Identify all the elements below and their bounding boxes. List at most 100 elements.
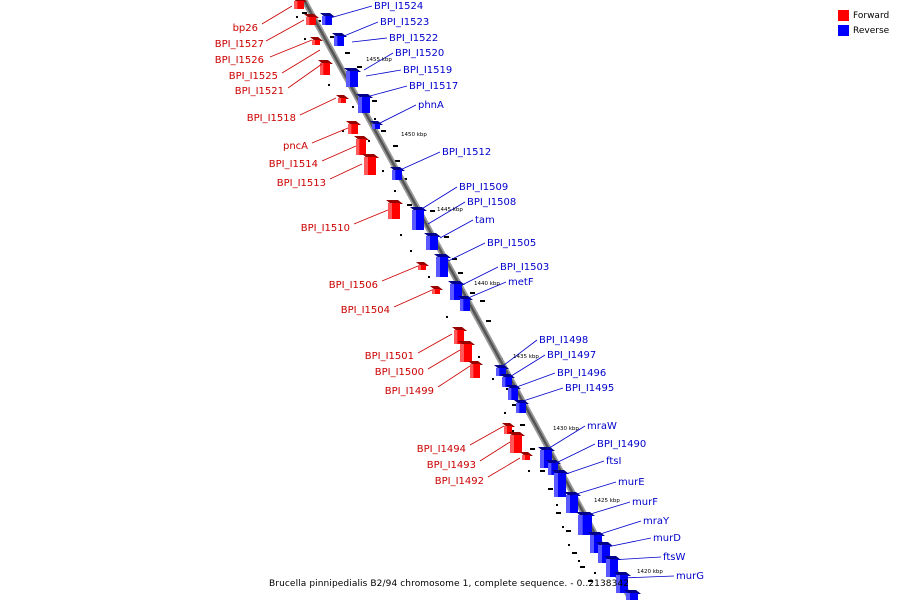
gene-label[interactable]: ftsW: [663, 552, 685, 563]
gene-label[interactable]: BPI_I1498: [539, 335, 588, 346]
forward-gene[interactable]: [318, 60, 333, 75]
gene-label[interactable]: BPI_I1517: [409, 81, 458, 92]
forward-gene[interactable]: [304, 14, 319, 25]
forward-gene[interactable]: [292, 0, 307, 9]
gene-label[interactable]: BPI_I1523: [380, 17, 429, 28]
reverse-gene[interactable]: [546, 460, 561, 475]
leader-line: [459, 266, 499, 287]
reverse-gene[interactable]: [624, 590, 641, 600]
gene-label[interactable]: BPI_I1493: [427, 460, 476, 471]
gene-label[interactable]: BPI_I1504: [341, 305, 390, 316]
gene-label[interactable]: BPI_I1518: [247, 113, 296, 124]
forward-gene[interactable]: [336, 95, 349, 103]
gene-label[interactable]: BPI_I1494: [417, 444, 466, 455]
gene-label[interactable]: BPI_I1503: [500, 262, 549, 273]
tick-label: 1445 kbp: [437, 207, 463, 213]
gene-label[interactable]: BPI_I1526: [215, 55, 264, 66]
forward-gene[interactable]: [502, 423, 515, 434]
gene-label[interactable]: BPI_I1519: [403, 65, 452, 76]
legend-forward: Forward: [838, 8, 889, 23]
gene-label[interactable]: BPI_I1514: [269, 159, 318, 170]
tick-dot: [504, 412, 506, 414]
gene-body: [510, 435, 522, 453]
gene-label[interactable]: mraW: [587, 421, 617, 432]
gene-body: [436, 257, 448, 277]
gene-label[interactable]: ftsI: [606, 456, 621, 467]
gene-label[interactable]: BPI_I1521: [235, 86, 284, 97]
gene-label[interactable]: murE: [618, 477, 645, 488]
gene-label[interactable]: murG: [676, 571, 704, 582]
reverse-gene[interactable]: [596, 542, 613, 563]
tick-mark: [345, 52, 350, 54]
gene-label[interactable]: BPI_I1506: [329, 280, 378, 291]
forward-gene[interactable]: [354, 136, 369, 155]
gene-label[interactable]: BPI_I1499: [385, 386, 434, 397]
gene-label[interactable]: BPI_I1490: [597, 439, 646, 450]
gene-highlight: [432, 289, 435, 294]
gene-label[interactable]: pncA: [283, 141, 308, 152]
gene-label[interactable]: BPI_I1510: [301, 223, 350, 234]
forward-gene[interactable]: [386, 200, 403, 219]
reverse-gene[interactable]: [390, 167, 405, 180]
forward-gene[interactable]: [416, 262, 429, 270]
reverse-gene[interactable]: [506, 385, 521, 400]
reverse-gene[interactable]: [458, 296, 473, 311]
forward-gene[interactable]: [310, 37, 323, 45]
reverse-gene[interactable]: [424, 233, 441, 250]
forward-gene[interactable]: [508, 432, 525, 453]
gene-label[interactable]: BPI_I1508: [467, 197, 516, 208]
gene-label[interactable]: murF: [632, 497, 658, 508]
gene-label[interactable]: BPI_I1527: [215, 39, 264, 50]
gene-label[interactable]: BPI_I1501: [365, 351, 414, 362]
gene-label[interactable]: tam: [475, 215, 495, 226]
leader-line: [261, 5, 293, 25]
reverse-gene[interactable]: [564, 492, 581, 513]
reverse-gene[interactable]: [576, 512, 595, 535]
reverse-gene[interactable]: [320, 13, 335, 25]
gene-body: [578, 515, 592, 535]
forward-gene[interactable]: [468, 361, 483, 378]
forward-gene[interactable]: [452, 327, 467, 344]
leader-line: [287, 63, 323, 89]
forward-gene[interactable]: [346, 121, 361, 134]
reverse-gene[interactable]: [344, 68, 361, 87]
gene-label[interactable]: murD: [653, 533, 681, 544]
gene-body: [358, 97, 370, 113]
gene-label[interactable]: BPI_I1505: [487, 238, 536, 249]
gene-label[interactable]: metF: [508, 277, 534, 288]
gene-label[interactable]: BPI_I1495: [565, 383, 614, 394]
gene-label[interactable]: bp26: [233, 23, 258, 34]
tick-mark: [470, 292, 475, 294]
tick-mark: [512, 404, 517, 406]
gene-label[interactable]: BPI_I1520: [395, 48, 444, 59]
reverse-gene[interactable]: [514, 400, 529, 413]
gene-label[interactable]: BPI_I1522: [389, 33, 438, 44]
gene-label[interactable]: BPI_I1496: [557, 368, 606, 379]
gene-label[interactable]: BPI_I1513: [277, 178, 326, 189]
gene-label[interactable]: BPI_I1500: [375, 367, 424, 378]
gene-label[interactable]: BPI_I1497: [547, 350, 596, 361]
reverse-gene[interactable]: [552, 470, 569, 497]
gene-label[interactable]: BPI_I1512: [442, 147, 491, 158]
gene-label[interactable]: BPI_I1524: [374, 1, 423, 12]
gene-label[interactable]: BPI_I1492: [435, 476, 484, 487]
forward-gene[interactable]: [458, 341, 475, 362]
reverse-gene[interactable]: [614, 572, 631, 593]
leader-line: [329, 5, 373, 19]
gene-highlight: [322, 16, 326, 25]
reverse-gene[interactable]: [332, 33, 347, 46]
gene-label[interactable]: mraY: [643, 516, 670, 527]
forward-gene[interactable]: [362, 154, 379, 175]
reverse-gene[interactable]: [356, 94, 373, 113]
reverse-gene[interactable]: [370, 121, 383, 129]
reverse-gene[interactable]: [500, 374, 515, 387]
gene-label[interactable]: BPI_I1509: [459, 182, 508, 193]
gene-highlight: [334, 36, 338, 46]
reverse-gene[interactable]: [434, 254, 451, 277]
forward-gene[interactable]: [430, 286, 443, 294]
gene-label[interactable]: phnA: [418, 100, 444, 111]
tick-dot: [296, 16, 298, 18]
gene-body: [306, 17, 316, 25]
forward-gene[interactable]: [520, 452, 533, 460]
gene-label[interactable]: BPI_I1525: [229, 71, 278, 82]
